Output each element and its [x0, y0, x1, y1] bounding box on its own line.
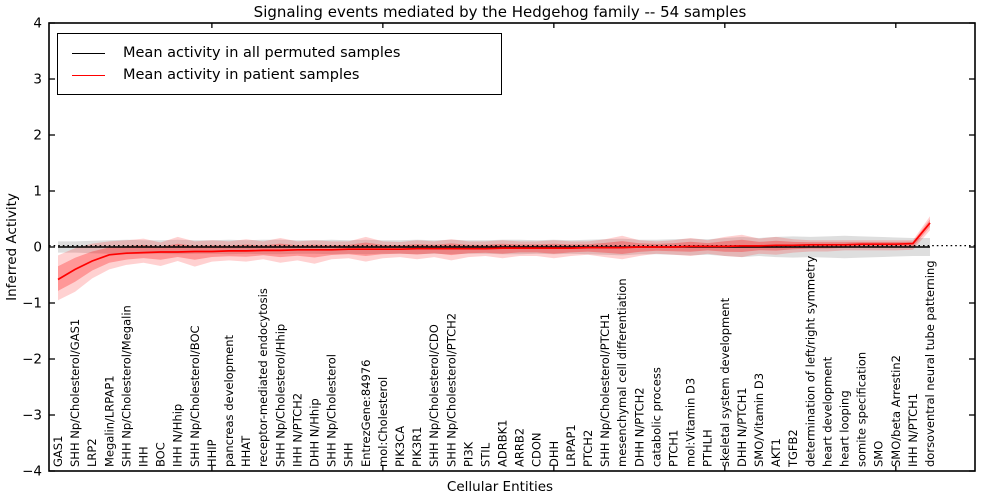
patient-mean-line [57, 222, 931, 281]
y-tick-label: 2 [33, 128, 42, 144]
x-category-label: SMO/Vitamin D3 [752, 373, 766, 467]
x-category-label: GAS1 [51, 436, 65, 467]
y-tick-label: −3 [22, 408, 42, 424]
permuted-line-swatch [72, 52, 105, 54]
x-category-label: mesenchymal cell differentiation [615, 278, 629, 467]
x-category-label: PIK3R1 [410, 427, 424, 468]
x-category-label: LRPAP1 [564, 424, 578, 467]
x-category-label: determination of left/right symmetry [803, 256, 817, 467]
x-category-label: mol:Vitamin D3 [684, 378, 698, 467]
x-category-label: SHH Np/Cholesterol [325, 354, 339, 467]
patient-confidence-band-inner [58, 219, 930, 291]
x-category-label: IHH N/PTCH1 [906, 393, 920, 467]
legend: Mean activity in all permuted samples Me… [57, 33, 502, 95]
y-tick-label: 3 [33, 72, 42, 88]
x-category-label: PTCH2 [581, 430, 595, 467]
x-category-label: SHH Np/Cholesterol/Megalin [119, 305, 133, 467]
patient-line-swatch [72, 74, 105, 76]
x-category-label: CDON [530, 432, 544, 467]
chart-title: Signaling events mediated by the Hedgeho… [253, 3, 747, 21]
x-category-label: dorsoventral neural tube patterning [923, 260, 937, 467]
legend-row-permuted: Mean activity in all permuted samples [72, 45, 501, 61]
x-category-label: LRP2 [85, 438, 99, 467]
y-tick-label: −4 [22, 464, 42, 480]
x-category-label: STIL [478, 442, 492, 467]
x-category-label: heart looping [838, 390, 852, 467]
x-category-label: HHIP [205, 439, 219, 467]
x-category-label: skeletal system development [718, 297, 732, 467]
y-tick-label: 1 [33, 184, 42, 200]
x-category-label: PIK3CA [393, 426, 407, 467]
patient-confidence-band-outer [58, 216, 930, 301]
x-category-label: SHH [342, 442, 356, 467]
x-category-label: DHH N/PTCH1 [735, 387, 749, 467]
x-category-label: PTCH1 [667, 430, 681, 467]
x-category-label: SHH Np/Cholesterol/Hhip [273, 324, 287, 467]
x-category-label: SHH Np/Cholesterol/PTCH1 [598, 313, 612, 467]
x-category-label: IHH N/Hhip [171, 404, 185, 467]
x-category-label: DHH N/PTCH2 [632, 387, 646, 467]
x-axis-title: Cellular Entities [447, 479, 553, 495]
x-category-label: PI3K [461, 441, 475, 467]
x-category-label: IHH N/PTCH2 [290, 393, 304, 467]
y-tick-label: −2 [22, 352, 42, 368]
legend-row-patient: Mean activity in patient samples [72, 67, 501, 83]
x-category-label: SHH Np/Cholesterol/PTCH2 [444, 313, 458, 467]
x-category-label: HHAT [239, 435, 253, 467]
x-category-label: somite specification [855, 352, 869, 467]
x-category-label: ADRBK1 [496, 420, 510, 467]
x-category-label: SHH Np/Cholesterol/GAS1 [68, 319, 82, 467]
x-category-label: BOC [154, 442, 168, 467]
x-category-label: DHH [547, 441, 561, 467]
legend-label-permuted: Mean activity in all permuted samples [123, 45, 401, 61]
x-category-label: heart development [820, 356, 834, 467]
x-category-label: SMO/beta Arrestin2 [889, 355, 903, 467]
x-category-label: ARRB2 [513, 428, 527, 467]
y-tick-label: −1 [22, 296, 42, 312]
x-category-label: PTHLH [701, 429, 715, 467]
x-category-label: SHH Np/Cholesterol/BOC [188, 325, 202, 467]
x-category-label: catabolic process [649, 367, 663, 467]
x-category-label: DHH N/Hhip [307, 398, 321, 467]
x-category-label: TGFB2 [786, 429, 800, 468]
x-category-label: IHH [136, 446, 150, 467]
x-category-label: pancreas development [222, 334, 236, 467]
x-category-label: Megalin/LRPAP1 [102, 375, 116, 467]
y-tick-label: 4 [33, 16, 42, 32]
x-category-label: SHH Np/Cholesterol/CDO [427, 324, 441, 467]
legend-label-patient: Mean activity in patient samples [123, 67, 360, 83]
x-category-label: mol:Cholesterol [376, 377, 390, 467]
x-category-label: AKT1 [769, 438, 783, 467]
y-tick-label: 0 [33, 240, 42, 256]
y-axis-title: Inferred Activity [4, 193, 20, 301]
x-category-label: SMO [872, 441, 886, 467]
x-category-label: receptor-mediated endocytosis [256, 288, 270, 467]
x-category-label: EntrezGene:84976 [359, 360, 373, 467]
